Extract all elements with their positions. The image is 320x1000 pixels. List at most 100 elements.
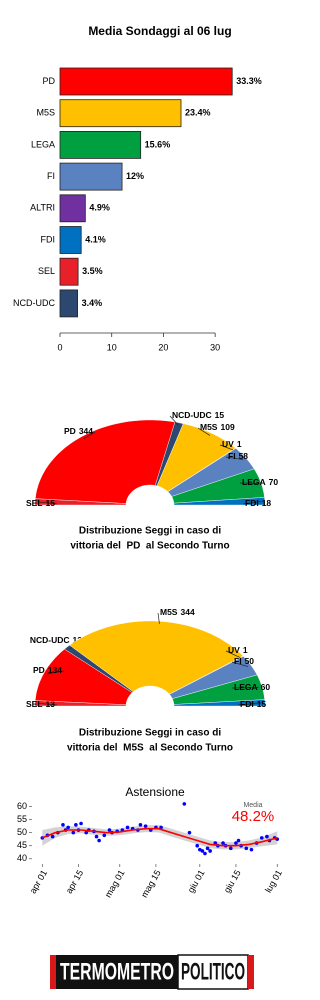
value-label: 23.4% (185, 108, 211, 118)
segment-name: NCD-UDC (30, 635, 70, 645)
value-label: 15.6% (145, 139, 171, 149)
data-point (125, 825, 130, 830)
data-point (74, 823, 78, 827)
segment-label: M5S 109 (200, 422, 235, 432)
category-label: FDI (41, 234, 56, 244)
data-point (61, 823, 65, 827)
data-point (84, 830, 89, 835)
segment-label: SEL 15 (26, 498, 55, 508)
data-point (236, 838, 241, 843)
segment-name: FDI (240, 699, 254, 709)
segment-label: NCD-UDC 15 (172, 410, 224, 420)
segment-value: 15 (46, 498, 56, 508)
data-point (205, 846, 210, 851)
segment-name: UV (222, 439, 234, 449)
y-tick-label: 45 (17, 840, 27, 850)
data-point (138, 823, 143, 827)
confidence-band (42, 825, 278, 850)
segment-label: LEGA 60 (234, 682, 270, 692)
leader-line (225, 650, 241, 659)
segment-name: LEGA (242, 477, 266, 487)
segment-label: FI 50 (234, 656, 254, 666)
chart-title: Distribuzione Seggi in caso di (79, 526, 221, 537)
seat-segment (173, 497, 266, 506)
value-label: 3.4% (82, 298, 103, 308)
data-point (259, 836, 264, 840)
segment-name: NCD-UDC (172, 410, 212, 420)
x-tick-label: 20 (158, 342, 168, 352)
annotation-value: 48.2% (232, 808, 275, 825)
bar (59, 130, 142, 159)
y-tick-label: 55 (17, 814, 27, 824)
data-point (159, 825, 163, 830)
annotation: Media (243, 802, 262, 809)
logo-left-box (56, 955, 178, 989)
y-tick-label: 40 (17, 853, 27, 863)
segment-name: LEGA (234, 682, 258, 692)
segment-value: 344 (180, 607, 194, 617)
data-point (208, 849, 212, 853)
data-point (195, 843, 200, 848)
value-label: 12% (126, 171, 144, 181)
segment-label: UV 1 (222, 439, 242, 449)
chart-title: Media Sondaggi al 06 lug (88, 24, 231, 38)
value-label: 33.3% (236, 76, 262, 86)
data-point (79, 821, 83, 826)
y-tick-label: 50 (17, 827, 27, 837)
data-point (97, 838, 101, 843)
data-point (221, 841, 225, 845)
segment-label: LEGA 70 (242, 477, 278, 487)
chart-title: vittoria del PD al Secondo Turno (70, 541, 229, 552)
segment-label: SEL 13 (26, 699, 55, 709)
data-point (213, 841, 218, 845)
segment-value: 109 (220, 422, 234, 432)
category-label: FI (47, 171, 55, 181)
x-tick-label: 10 (107, 342, 117, 352)
chart-title: Distribuzione Seggi in caso di (79, 728, 221, 739)
bar (59, 162, 123, 191)
logo-left-text: TERMOMETRO (60, 958, 174, 985)
leader-line (157, 612, 160, 624)
segment-value: 15 (215, 410, 225, 420)
segment-value: 15 (257, 699, 267, 709)
leader-line (38, 702, 58, 706)
data-point (187, 830, 192, 835)
category-label: PD (42, 76, 55, 86)
category-label: LEGA (31, 139, 55, 149)
category-label: NCD-UDC (13, 298, 55, 308)
data-point (143, 824, 148, 828)
leader-line (219, 444, 234, 451)
segment-value: 70 (269, 477, 279, 487)
segment-name: M5S (160, 607, 178, 617)
leader-line (169, 415, 179, 426)
category-label: M5S (36, 108, 55, 118)
value-label: 4.1% (85, 234, 106, 244)
chart-title: vittoria del M5S al Secondo Turno (67, 743, 233, 754)
segment-name: SEL (26, 699, 43, 709)
data-point (50, 834, 55, 839)
leader-line (231, 661, 249, 667)
x-tick-label: 30 (210, 342, 220, 352)
logo-accent (248, 955, 254, 989)
segment-label: FDI 18 (245, 498, 271, 508)
x-tick-label: 0 (57, 342, 62, 352)
trend-line (42, 827, 278, 847)
bar (59, 289, 78, 318)
data-point (200, 849, 205, 853)
segment-name: FI (234, 656, 242, 666)
segment-value: 344 (79, 426, 93, 436)
bar (59, 194, 86, 223)
segment-label: UV 1 (228, 645, 248, 655)
data-point (265, 834, 269, 839)
segment-value: 50 (245, 656, 255, 666)
data-point (234, 841, 238, 845)
segment-label: PD 134 (33, 665, 62, 675)
segment-value: 18 (262, 498, 272, 508)
segment-label: FDI 15 (240, 699, 266, 709)
data-point (94, 834, 99, 839)
segment-name: PD (33, 665, 45, 675)
leader-line (237, 702, 262, 706)
value-label: 4.9% (89, 203, 110, 213)
segment-value: 134 (48, 665, 62, 675)
data-point (66, 825, 70, 830)
